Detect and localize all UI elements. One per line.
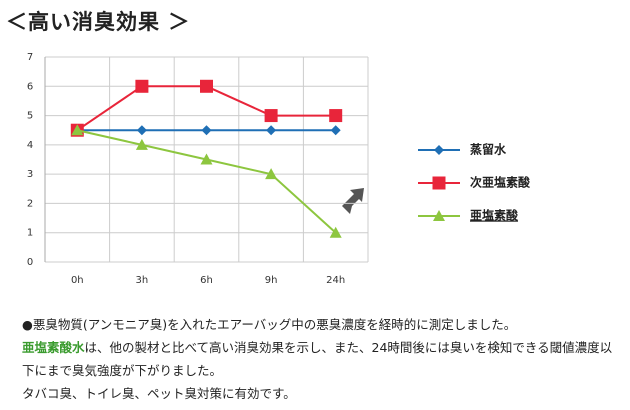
y-tick-label: 0 [27, 257, 33, 268]
y-tick-label: 4 [27, 140, 33, 151]
x-tick-label: 24h [326, 275, 345, 286]
x-tick-label: 6h [200, 275, 213, 286]
y-tick-label: 5 [27, 111, 33, 122]
note-line: ●悪臭物質(アンモニア臭)を入れたエアーバッグ中の悪臭濃度を経時的に測定しました… [22, 317, 517, 332]
x-tick-label: 0h [71, 275, 84, 286]
data-point [200, 79, 213, 93]
data-point [266, 125, 277, 136]
data-point [71, 124, 84, 136]
chart-title: ＜高い消臭効果 ＞ [6, 10, 191, 34]
series-line [77, 129, 337, 234]
note-text: は、他の製材と比べて高い消臭効果を示し、また、24時間後には臭いを検知できる閾値… [22, 340, 613, 378]
note-line: 亜塩素酸水は、他の製材と比べて高い消臭効果を示し、また、24時間後には臭いを検知… [22, 336, 622, 382]
data-point [201, 125, 212, 136]
legend-marker [434, 145, 444, 155]
y-tick-label: 6 [27, 81, 33, 92]
legend-marker [433, 210, 445, 221]
legend-label: 蒸留水 [470, 142, 507, 157]
data-point [265, 168, 278, 180]
y-tick-label: 2 [27, 198, 33, 209]
data-point [329, 226, 342, 238]
legend-label: 亜塩素酸 [470, 208, 519, 223]
legend-label: 次亜塩素酸 [470, 175, 531, 190]
description: ●悪臭物質(アンモニア臭)を入れたエアーバッグ中の悪臭濃度を経時的に測定しました… [22, 313, 622, 405]
series-line [76, 85, 336, 132]
highlight: 亜塩素酸水 [22, 340, 85, 355]
data-point [264, 109, 278, 123]
y-tick-label: 1 [27, 228, 33, 239]
y-tick-label: 7 [27, 52, 33, 63]
data-point [200, 153, 213, 165]
x-tick-label: 3h [136, 275, 149, 286]
legend-marker [432, 176, 446, 190]
data-point [330, 125, 341, 136]
data-point [135, 79, 149, 93]
data-point [135, 138, 148, 150]
arrow-icon [342, 188, 364, 214]
y-tick-label: 3 [27, 169, 33, 180]
data-point [136, 125, 147, 136]
note-line: タバコ臭、トイレ臭、ペット臭対策に有効です。 [22, 386, 296, 401]
data-point [329, 109, 343, 123]
x-tick-label: 9h [265, 275, 278, 286]
